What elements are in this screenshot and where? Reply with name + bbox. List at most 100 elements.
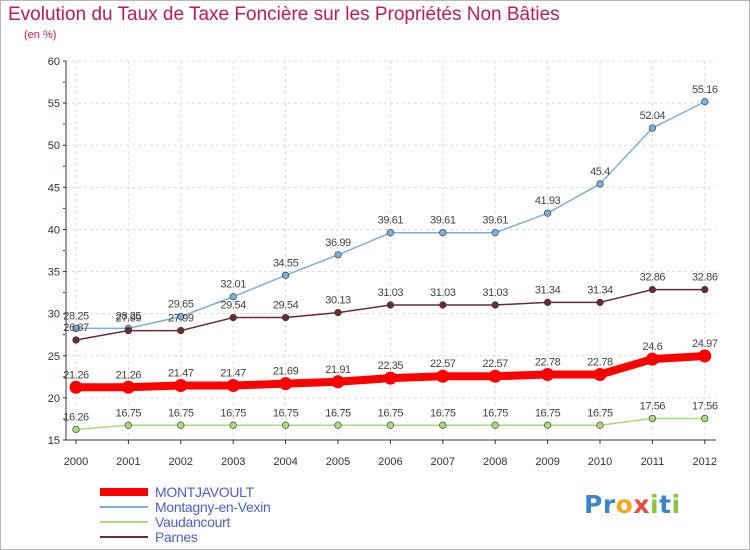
data-point[interactable]	[229, 421, 237, 429]
axes: 15 20 25 30 35 40 45 50 55 60 2000 2001 2002 2003 2004…	[48, 56, 717, 468]
data-point[interactable]	[386, 229, 395, 237]
data-point[interactable]	[645, 352, 659, 366]
data-label: 45.4	[590, 166, 610, 178]
data-label: 30.13	[325, 295, 351, 307]
x-tick-label: 2003	[221, 456, 245, 468]
data-point[interactable]	[596, 421, 604, 429]
data-label: 39.61	[430, 215, 456, 227]
data-point[interactable]	[701, 285, 709, 294]
data-point[interactable]	[491, 301, 499, 309]
y-tick-label: 50	[48, 140, 60, 152]
data-point[interactable]	[334, 421, 342, 429]
data-point[interactable]	[334, 308, 342, 317]
data-point[interactable]	[491, 421, 499, 429]
data-point[interactable]	[72, 324, 80, 333]
data-point[interactable]	[439, 421, 447, 429]
data-point[interactable]	[596, 180, 604, 188]
data-label: 21.47	[168, 368, 194, 380]
data-point[interactable]	[229, 313, 237, 322]
data-label: 16.75	[378, 407, 404, 419]
data-label: 26.87	[63, 322, 89, 334]
y-tick-label: 25	[48, 351, 60, 363]
data-point[interactable]	[541, 367, 555, 381]
legend-label: Vaudancourt	[155, 514, 231, 530]
data-label: 24.6	[642, 341, 662, 353]
data-point[interactable]	[543, 209, 552, 217]
y-tick-label: 45	[48, 182, 60, 194]
x-tick-label: 2002	[169, 456, 193, 468]
data-label: 16.75	[482, 407, 508, 419]
data-point[interactable]	[386, 421, 395, 429]
data-label: 21.69	[273, 366, 299, 378]
data-point[interactable]	[279, 377, 293, 391]
data-label: 21.26	[116, 369, 142, 381]
data-point[interactable]	[491, 229, 499, 237]
y-tick-label: 15	[48, 435, 60, 447]
data-point[interactable]	[226, 379, 240, 393]
x-tick-label: 2006	[378, 456, 402, 468]
data-point[interactable]	[648, 414, 657, 423]
data-point[interactable]	[593, 367, 607, 381]
data-point[interactable]	[386, 301, 395, 309]
data-point[interactable]	[383, 371, 397, 385]
data-label: 21.47	[220, 368, 246, 380]
data-point[interactable]	[436, 369, 450, 383]
data-label: 16.75	[220, 407, 246, 419]
data-point[interactable]	[124, 421, 132, 429]
legend-swatch	[100, 506, 148, 508]
data-point[interactable]	[177, 326, 185, 335]
x-tick-label: 2008	[483, 456, 507, 468]
data-label: 29.54	[220, 300, 246, 312]
data-label: 34.55	[273, 257, 299, 269]
data-point[interactable]	[174, 379, 188, 393]
data-point[interactable]	[439, 229, 447, 237]
data-point[interactable]	[72, 336, 80, 344]
data-point[interactable]	[543, 421, 552, 429]
x-tick-label: 2010	[588, 456, 612, 468]
legend-label: MONTJAVOULT	[155, 484, 254, 500]
legend-label: Montagny-en-Vexin	[155, 499, 271, 515]
data-point[interactable]	[121, 380, 135, 394]
data-label: 16.75	[535, 407, 561, 419]
data-point[interactable]	[282, 271, 290, 279]
legend-swatch	[100, 521, 148, 523]
data-label: 22.35	[378, 360, 404, 372]
data-label: 39.61	[482, 215, 508, 227]
legend-label: Parnes	[155, 529, 198, 545]
data-labels: 21.26 21.26 21.47 21.47 21.69 21.91 22.35 22.57…	[63, 84, 718, 424]
data-point[interactable]	[334, 251, 342, 259]
data-point[interactable]	[543, 298, 552, 306]
data-point[interactable]	[282, 421, 290, 429]
data-point[interactable]	[331, 375, 345, 389]
x-tick-label: 2011	[641, 456, 665, 468]
data-point[interactable]	[124, 326, 132, 335]
data-label: 21.26	[63, 369, 89, 381]
y-tick-label: 55	[48, 98, 60, 110]
data-point[interactable]	[648, 285, 657, 294]
data-point[interactable]	[701, 98, 709, 106]
data-label: 29.65	[168, 299, 194, 311]
data-point[interactable]	[701, 414, 709, 423]
data-point[interactable]	[439, 301, 447, 309]
data-point[interactable]	[698, 349, 712, 363]
data-point[interactable]	[69, 380, 83, 394]
data-point[interactable]	[72, 425, 80, 433]
line-chart: 15 20 25 30 35 40 45 50 55 60 2000 2001 2002 2003 2004…	[48, 56, 718, 468]
data-label: 29.54	[273, 300, 299, 312]
data-label: 31.03	[482, 287, 508, 299]
data-label: 55.16	[692, 84, 718, 96]
data-point[interactable]	[229, 293, 237, 301]
data-label: 17.56	[692, 400, 718, 412]
data-label: 16.75	[587, 407, 613, 419]
data-label: 32.86	[640, 272, 666, 284]
data-point[interactable]	[177, 313, 185, 321]
data-point[interactable]	[648, 124, 657, 132]
data-point[interactable]	[282, 313, 290, 322]
data-point[interactable]	[177, 421, 185, 429]
x-tick-label: 2005	[326, 456, 350, 468]
data-point[interactable]	[596, 298, 604, 306]
data-label: 31.34	[587, 284, 613, 296]
data-label: 31.03	[430, 287, 456, 299]
x-tick-label: 2009	[535, 456, 559, 468]
data-point[interactable]	[488, 369, 502, 383]
